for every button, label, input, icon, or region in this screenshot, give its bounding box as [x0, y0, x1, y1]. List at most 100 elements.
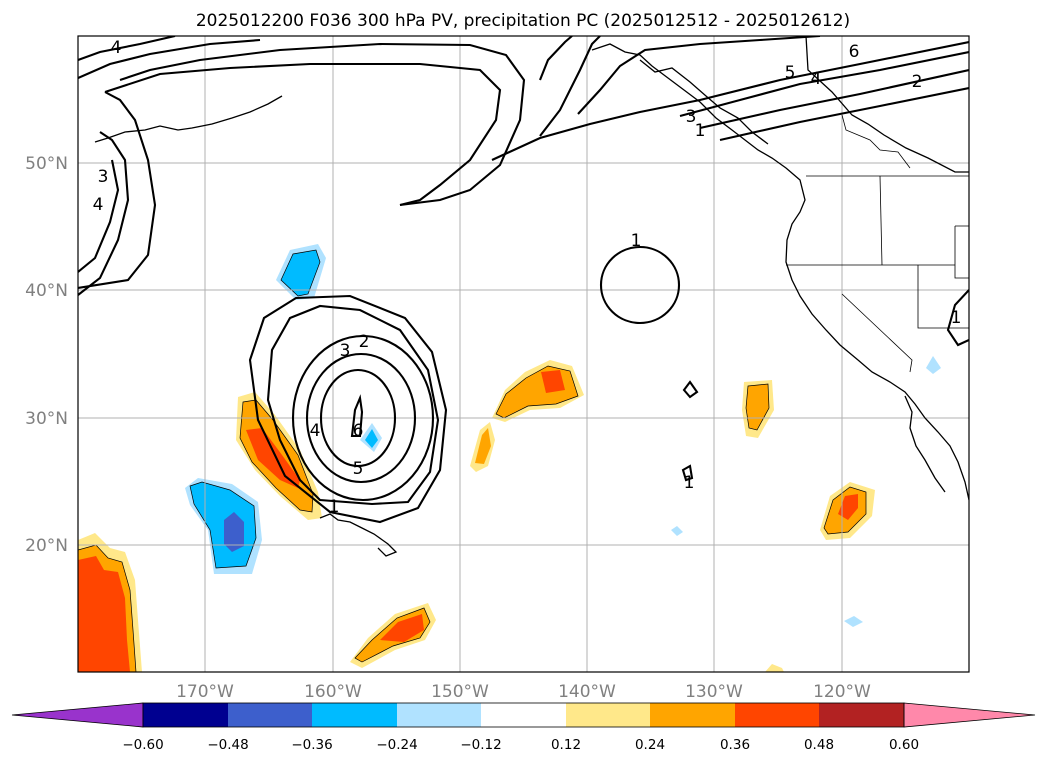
lon-label: 170°W: [176, 682, 234, 702]
colorbar-tick-label: −0.36: [291, 737, 332, 753]
pv-contour: [78, 131, 130, 296]
contour-label: 3: [98, 167, 109, 187]
colorbar-tick-label: −0.60: [122, 737, 163, 753]
precip-area: [475, 428, 491, 464]
pv-contour: [291, 334, 435, 502]
border: [786, 175, 969, 373]
pv-contour: [599, 245, 681, 325]
pv-contour: [78, 159, 120, 273]
lon-label: 130°W: [685, 682, 743, 702]
pv-contour: [699, 68, 969, 130]
contour-label: 5: [785, 63, 796, 83]
pv-contour: [305, 352, 417, 484]
contour-label: 6: [353, 421, 364, 441]
colorbar-tick-label: 0.36: [720, 737, 750, 753]
colorbar-bin: [650, 703, 735, 727]
contour-label: 3: [686, 107, 697, 127]
pv-contour-labels: 4 3 3 4 6 5 4 2 1 1 2 3 4 6 5 1 1 1: [93, 38, 962, 517]
contour-label: 5: [353, 459, 364, 479]
precip-area: [380, 614, 424, 642]
figure-title: 2025012200 F036 300 hPa PV, precipitatio…: [196, 11, 850, 31]
precip-area: [78, 556, 130, 672]
lon-label: 160°W: [304, 682, 362, 702]
pv-contour: [248, 294, 448, 524]
precip-area: [765, 664, 784, 672]
precip-area: [541, 370, 565, 393]
precip-area: [671, 526, 683, 536]
colorbar-bin: [397, 703, 481, 727]
colorbar: −0.60 −0.48 −0.36 −0.24 −0.12 0.12 0.24 …: [11, 702, 1036, 753]
contour-label: 3: [340, 341, 351, 361]
lat-label: 40°N: [25, 281, 68, 301]
colorbar-bin: [312, 703, 397, 727]
contour-label: 1: [951, 308, 962, 328]
colorbar-bin: [228, 703, 312, 727]
map-background: [78, 36, 969, 672]
precip-outline: [239, 399, 314, 513]
contour-label: 1: [631, 231, 642, 251]
colorbar-bin: [481, 703, 566, 727]
contour-label: 1: [684, 473, 695, 493]
contour-label: 2: [912, 72, 923, 92]
coastline: [639, 59, 769, 145]
precip-area: [224, 512, 244, 552]
map-frame: [77, 35, 970, 673]
precip-shading: [78, 244, 941, 672]
lat-label: 50°N: [25, 154, 68, 174]
coastline: [319, 513, 398, 557]
precip-area: [838, 494, 858, 520]
colorbar-tick-label: −0.48: [207, 737, 248, 753]
pv-contour: [577, 36, 821, 115]
precip-area: [926, 356, 941, 374]
coastline: [591, 43, 969, 501]
contour-label: 4: [93, 195, 104, 215]
colorbar-tick-label: 0.12: [551, 737, 581, 753]
gridlines: [78, 36, 969, 672]
contour-label: 2: [359, 332, 370, 352]
contour-label: 1: [329, 497, 340, 517]
longitude-labels: 170°W 160°W 150°W 140°W 130°W 120°W: [176, 682, 871, 702]
pv-contour: [539, 36, 573, 81]
lat-label: 30°N: [25, 409, 68, 429]
contour-label: 6: [849, 42, 860, 62]
pv-contour: [78, 38, 261, 79]
precip-outline: [354, 607, 431, 663]
pv-contour: [719, 86, 969, 142]
lon-label: 120°W: [813, 682, 871, 702]
precip-area: [246, 428, 300, 488]
pv-contour: [539, 36, 601, 137]
colorbar-tick-labels: −0.60 −0.48 −0.36 −0.24 −0.12 0.12 0.24 …: [122, 737, 919, 753]
latitude-labels: 50°N 40°N 30°N 20°N: [25, 154, 68, 556]
pv-contour: [319, 368, 397, 468]
colorbar-frame: [142, 702, 905, 728]
pv-contour: [682, 380, 699, 399]
contour-label: 1: [695, 121, 706, 141]
pv-contours: [78, 36, 969, 524]
pv-contour: [350, 394, 364, 438]
precip-outline: [280, 249, 321, 297]
map-panel: 4 3 3 4 6 5 4 2 1 1 2 3 4 6 5 1 1 1 50°N…: [25, 35, 970, 702]
pv-contour: [78, 91, 157, 290]
colorbar-tick-label: −0.24: [376, 737, 417, 753]
pv-contour: [119, 42, 526, 207]
precip-outline: [495, 365, 579, 419]
precip-outline: [189, 481, 257, 569]
precip-outline: [745, 383, 770, 431]
colorbar-tick-label: −0.12: [460, 737, 501, 753]
precip-area: [365, 429, 378, 448]
precip-area: [844, 616, 863, 627]
colorbar-tick-label: 0.24: [635, 737, 665, 753]
lon-label: 150°W: [431, 682, 489, 702]
pv-contour: [681, 464, 694, 482]
pv-contour: [491, 40, 969, 161]
border: [841, 114, 911, 169]
coastline: [904, 395, 946, 493]
colorbar-tick-label: 0.60: [889, 737, 919, 753]
colorbar-tick-label: 0.48: [804, 737, 834, 753]
pv-contour: [104, 62, 502, 207]
coastline: [94, 95, 283, 143]
pv-contour: [679, 50, 969, 118]
pv-contour: [266, 304, 440, 506]
lat-label: 20°N: [25, 536, 68, 556]
